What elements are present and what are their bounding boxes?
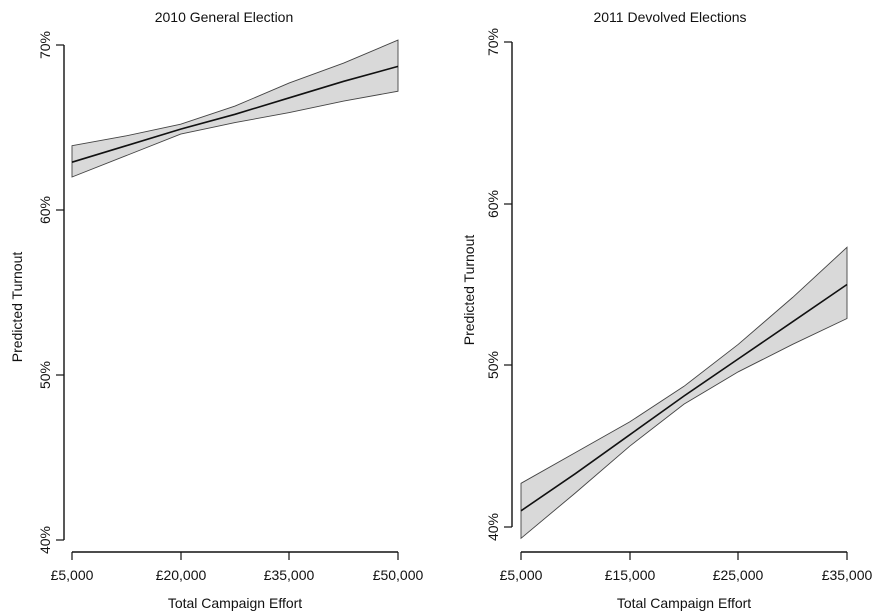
x-tick-label: £5,000 bbox=[51, 567, 94, 583]
confidence-band bbox=[71, 39, 399, 178]
x-tick-label: £20,000 bbox=[156, 567, 207, 583]
panel-title: 2011 Devolved Elections bbox=[593, 9, 746, 25]
y-axis-title: Predicted Turnout bbox=[9, 252, 25, 363]
y-axis-title: Predicted Turnout bbox=[461, 235, 477, 346]
y-tick-label: 50% bbox=[485, 351, 501, 379]
confidence-band bbox=[520, 246, 848, 540]
x-tick-label: £15,000 bbox=[605, 567, 656, 583]
series-line bbox=[71, 65, 399, 163]
x-tick-label: £25,000 bbox=[713, 567, 764, 583]
y-tick-label: 70% bbox=[37, 31, 53, 59]
x-axis-title: Total Campaign Effort bbox=[617, 595, 751, 611]
y-tick-label: 50% bbox=[37, 361, 53, 389]
y-tick-label: 60% bbox=[37, 196, 53, 224]
panel-title: 2010 General Election bbox=[155, 9, 294, 25]
series-line bbox=[520, 283, 848, 512]
y-tick-label: 40% bbox=[37, 526, 53, 554]
x-tick-label: £5,000 bbox=[500, 567, 543, 583]
y-tick-label: 70% bbox=[485, 28, 501, 56]
y-tick-label: 40% bbox=[485, 513, 501, 541]
x-tick-label: £35,000 bbox=[264, 567, 315, 583]
panel-general-election-2010: 2010 General Election Predicted Turnout … bbox=[9, 9, 424, 611]
x-axis-title: Total Campaign Effort bbox=[168, 595, 302, 611]
y-tick-label: 60% bbox=[485, 190, 501, 218]
x-tick-label: £35,000 bbox=[822, 567, 873, 583]
x-tick-label: £50,000 bbox=[373, 567, 424, 583]
panel-devolved-elections-2011: 2011 Devolved Elections Predicted Turnou… bbox=[461, 9, 873, 611]
